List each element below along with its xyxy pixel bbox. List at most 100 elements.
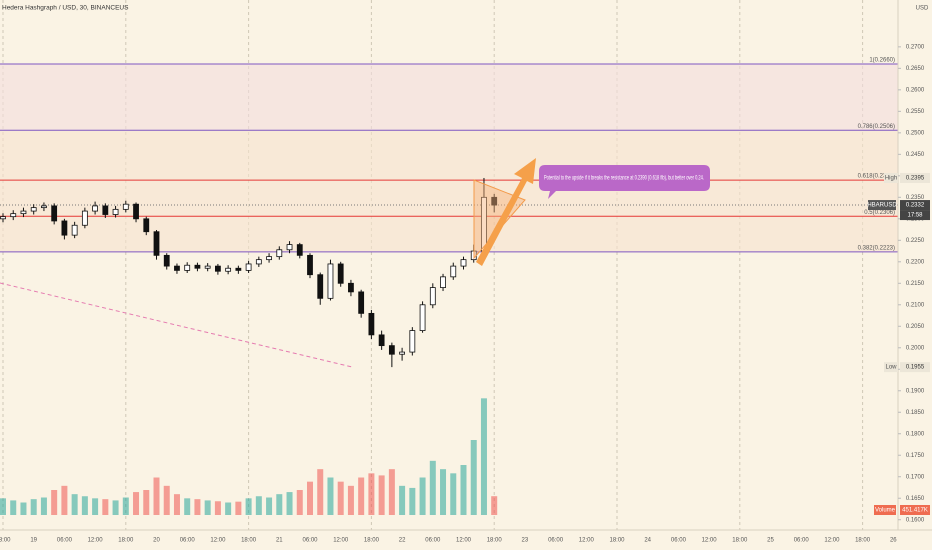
volume-bar bbox=[0, 498, 6, 515]
x-tick-label: 06:00 bbox=[57, 538, 73, 544]
low-tag-box bbox=[884, 362, 898, 373]
volume-value-box bbox=[900, 505, 930, 515]
x-tick-label: 18:00 bbox=[241, 538, 257, 544]
candle bbox=[440, 273, 446, 292]
candle-body bbox=[276, 249, 283, 258]
candle-body bbox=[61, 220, 68, 236]
volume-bar bbox=[122, 497, 129, 515]
candle-body bbox=[225, 267, 232, 272]
y-tick-label: 0.2600 bbox=[906, 87, 925, 93]
high-tag-box bbox=[884, 172, 898, 183]
candle-body bbox=[286, 244, 293, 251]
volume-bar bbox=[337, 481, 344, 515]
y-tick-label: 0.2450 bbox=[906, 152, 925, 158]
candle-body bbox=[102, 205, 109, 215]
volume-bar bbox=[143, 490, 150, 515]
candle-body bbox=[214, 265, 221, 272]
volume-bar bbox=[40, 497, 47, 515]
candle bbox=[255, 256, 262, 267]
x-tick-label: 06:00 bbox=[425, 538, 441, 544]
fib-zone bbox=[0, 180, 898, 217]
candle bbox=[266, 253, 272, 263]
y-tick-label: 0.2500 bbox=[906, 130, 925, 136]
countdown: 17:58 bbox=[907, 213, 923, 219]
y-tick-label: 0.2650 bbox=[906, 66, 925, 72]
y-tick-label: 0.1900 bbox=[906, 388, 925, 394]
candle-body bbox=[184, 264, 191, 271]
candle bbox=[450, 262, 457, 280]
candle-body bbox=[143, 218, 150, 233]
candle bbox=[153, 229, 160, 260]
y-tick-label: 0.2550 bbox=[906, 109, 925, 115]
volume-bar bbox=[460, 465, 467, 515]
volume-bar bbox=[225, 502, 232, 515]
candle bbox=[399, 347, 406, 361]
candle bbox=[296, 242, 303, 259]
volume-bar bbox=[102, 499, 109, 515]
x-tick-label: 21 bbox=[276, 538, 283, 544]
x-tick-label: 20 bbox=[153, 538, 160, 544]
volume-bar bbox=[112, 500, 119, 515]
y-tick-label: 0.2150 bbox=[906, 281, 925, 287]
candle-body bbox=[307, 254, 313, 276]
volume-bar bbox=[214, 501, 221, 515]
candle bbox=[491, 193, 498, 213]
x-tick-label: 18:00 bbox=[0, 538, 11, 544]
candle-body bbox=[153, 231, 160, 256]
volume-bar bbox=[388, 469, 395, 515]
y-tick-label: 0.1850 bbox=[906, 410, 925, 416]
low-tag: Low bbox=[885, 365, 897, 371]
candle-body bbox=[348, 282, 354, 293]
candle bbox=[133, 202, 139, 223]
candle bbox=[0, 213, 6, 223]
candle-body bbox=[440, 276, 446, 288]
candle bbox=[245, 260, 252, 273]
volume-bar bbox=[173, 494, 180, 515]
callout bbox=[539, 165, 710, 199]
volume-bar bbox=[163, 485, 170, 515]
volume-bar bbox=[184, 498, 191, 515]
volume-value: 451.417K bbox=[902, 508, 928, 514]
y-tick-label: 0.1700 bbox=[906, 474, 925, 480]
candle-body bbox=[92, 205, 98, 212]
candle bbox=[92, 201, 98, 215]
candle bbox=[307, 253, 313, 279]
candle bbox=[348, 279, 354, 297]
candle bbox=[112, 205, 119, 218]
volume-bar bbox=[245, 498, 252, 515]
candle bbox=[174, 263, 180, 274]
candle bbox=[102, 203, 109, 218]
x-tick-label: 18:00 bbox=[364, 538, 380, 544]
y-tick-label: 0.1600 bbox=[906, 517, 925, 523]
candle-body bbox=[0, 216, 6, 220]
x-tick-label: 06:00 bbox=[180, 538, 196, 544]
volume-bar bbox=[440, 469, 447, 515]
volume-bar bbox=[358, 477, 365, 515]
volume-bar bbox=[327, 477, 334, 515]
candle bbox=[225, 265, 232, 275]
x-tick-label: 06:00 bbox=[794, 538, 810, 544]
volume-bar bbox=[133, 492, 140, 515]
volume-bar bbox=[419, 477, 426, 515]
candle bbox=[327, 259, 334, 301]
y-tick-label: 0.1650 bbox=[906, 496, 925, 502]
volume-bar bbox=[307, 481, 313, 515]
volume-bar bbox=[276, 494, 283, 515]
x-tick-label: 25 bbox=[767, 538, 774, 544]
x-tick-label: 06:00 bbox=[548, 538, 564, 544]
x-tick-label: 12:00 bbox=[333, 538, 349, 544]
volume-bar bbox=[20, 502, 27, 515]
axis-unit: USD bbox=[916, 6, 929, 12]
candle bbox=[184, 262, 191, 273]
volume-bar bbox=[61, 485, 68, 515]
x-tick-label: 23 bbox=[522, 538, 529, 544]
candle bbox=[358, 289, 365, 318]
candle-body bbox=[429, 287, 436, 306]
candle bbox=[419, 301, 426, 333]
volume-bar bbox=[450, 473, 457, 515]
volume-bar bbox=[235, 501, 242, 515]
x-tick-label: 12:00 bbox=[824, 538, 840, 544]
x-tick-label: 12:00 bbox=[210, 538, 226, 544]
volume-bar bbox=[51, 490, 58, 515]
candle bbox=[10, 210, 17, 221]
